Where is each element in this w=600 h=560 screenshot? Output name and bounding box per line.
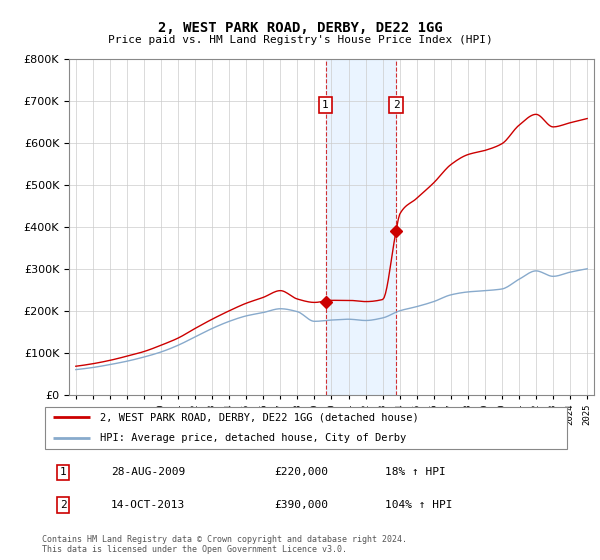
Text: 18% ↑ HPI: 18% ↑ HPI [385, 468, 446, 478]
Text: £390,000: £390,000 [274, 500, 328, 510]
Text: Price paid vs. HM Land Registry's House Price Index (HPI): Price paid vs. HM Land Registry's House … [107, 35, 493, 45]
Text: 2: 2 [60, 500, 67, 510]
Text: HPI: Average price, detached house, City of Derby: HPI: Average price, detached house, City… [100, 433, 406, 444]
Text: 28-AUG-2009: 28-AUG-2009 [110, 468, 185, 478]
Text: 1: 1 [60, 468, 67, 478]
Text: Contains HM Land Registry data © Crown copyright and database right 2024.
This d: Contains HM Land Registry data © Crown c… [42, 535, 407, 554]
Text: 2: 2 [393, 100, 400, 110]
Text: 104% ↑ HPI: 104% ↑ HPI [385, 500, 453, 510]
Text: 14-OCT-2013: 14-OCT-2013 [110, 500, 185, 510]
Text: 1: 1 [322, 100, 329, 110]
Bar [326, 59, 396, 395]
Text: £220,000: £220,000 [274, 468, 328, 478]
FancyBboxPatch shape [44, 407, 568, 449]
Text: 2, WEST PARK ROAD, DERBY, DE22 1GG (detached house): 2, WEST PARK ROAD, DERBY, DE22 1GG (deta… [100, 412, 419, 422]
Text: 2, WEST PARK ROAD, DERBY, DE22 1GG: 2, WEST PARK ROAD, DERBY, DE22 1GG [158, 21, 442, 35]
